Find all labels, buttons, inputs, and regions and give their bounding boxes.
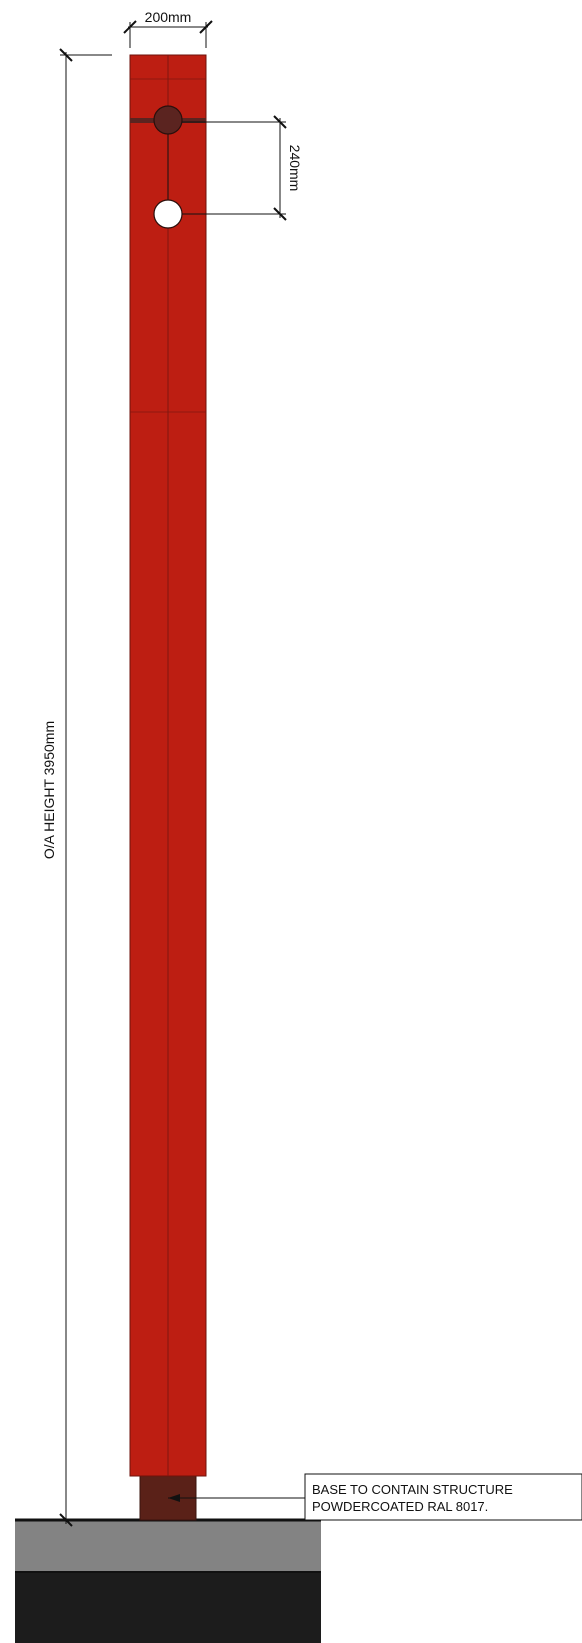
spacing-tick-top <box>273 115 287 129</box>
upper-hole <box>153 105 183 135</box>
height-dimension: O/A HEIGHT 3950mm <box>41 48 112 1527</box>
ground <box>15 1518 321 1643</box>
lower-hole <box>153 199 183 229</box>
height-tick-bottom <box>59 1513 73 1527</box>
width-dimension: 200mm <box>123 9 213 48</box>
width-tick-left <box>123 20 137 34</box>
base-note-arrowhead <box>168 1494 180 1502</box>
post <box>129 54 207 1477</box>
ground-concrete-layer <box>15 1521 321 1571</box>
base-note-line-2: POWDERCOATED RAL 8017. <box>312 1499 488 1514</box>
spacing-label: 240mm <box>287 145 303 192</box>
base-note: BASE TO CONTAIN STRUCTURE POWDERCOATED R… <box>168 1473 582 1521</box>
spacing-tick-bottom <box>273 207 287 221</box>
base-note-box <box>304 1473 582 1521</box>
width-tick-right <box>199 20 213 34</box>
width-label: 200mm <box>145 9 192 25</box>
spacing-dimension: 240mm <box>182 115 303 221</box>
ground-subgrade-layer <box>15 1573 321 1643</box>
height-tick-top <box>59 48 73 62</box>
base-note-line-1: BASE TO CONTAIN STRUCTURE <box>312 1482 513 1497</box>
height-label: O/A HEIGHT 3950mm <box>41 721 57 859</box>
